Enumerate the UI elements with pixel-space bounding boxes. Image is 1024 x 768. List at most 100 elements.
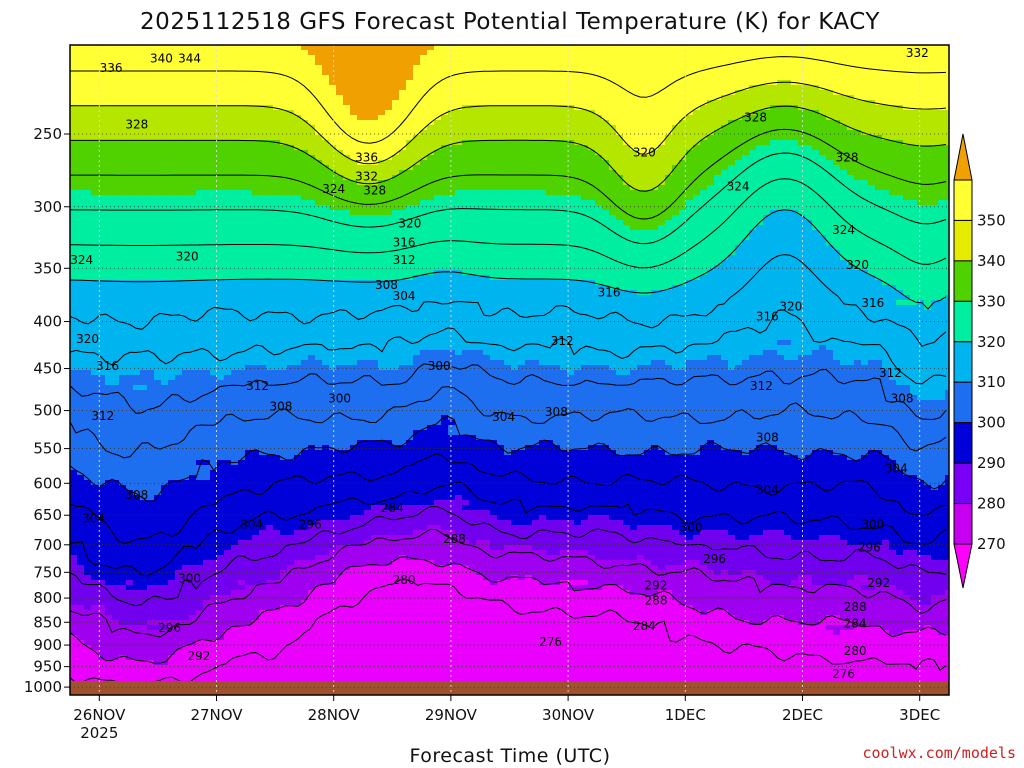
fill-cell [161,600,169,606]
fill-cell [301,110,309,116]
fill-cell [182,295,190,301]
fill-cell [245,265,253,271]
fill-cell [168,125,176,131]
fill-cell [147,465,155,471]
fill-cell [315,610,323,616]
fill-cell [273,80,281,86]
fill-cell [266,255,274,261]
fill-cell [273,280,281,286]
fill-cell [133,95,141,101]
fill-cell [175,510,183,516]
fill-cell [301,665,309,671]
fill-cell [315,635,323,641]
fill-cell [203,380,211,386]
fill-cell [119,305,127,311]
fill-cell [147,620,155,626]
fill-cell [196,480,204,486]
fill-cell [308,580,316,586]
fill-cell [196,380,204,386]
fill-cell [308,455,316,461]
fill-cell [154,300,162,306]
fill-cell [70,395,78,401]
fill-cell [168,145,176,151]
fill-cell [84,160,92,166]
fill-cell [126,255,134,261]
fill-cell [301,535,309,541]
fill-cell [231,570,239,576]
fill-cell [245,365,253,371]
fill-cell [245,85,253,91]
fill-cell [91,635,99,641]
fill-cell [119,665,127,671]
fill-cell [189,145,197,151]
fill-cell [301,90,309,96]
fill-cell [315,170,323,176]
fill-cell [280,630,288,636]
fill-cell [259,170,267,176]
fill-cell [77,60,85,66]
fill-cell [287,250,295,256]
fill-cell [105,465,113,471]
fill-cell [287,350,295,356]
fill-cell [105,510,113,516]
fill-cell [273,635,281,641]
fill-cell [231,545,239,551]
fill-cell [147,365,155,371]
fill-cell [301,655,309,661]
fill-cell [273,200,281,206]
fill-cell [189,470,197,476]
fill-cell [175,110,183,116]
fill-cell [112,350,120,356]
fill-cell [266,200,274,206]
fill-cell [287,200,295,206]
fill-cell [126,175,134,181]
fill-cell [133,45,141,51]
fill-cell [77,420,85,426]
fill-cell [105,155,113,161]
fill-cell [203,465,211,471]
fill-cell [301,605,309,611]
fill-cell [182,285,190,291]
fill-cell [245,480,253,486]
fill-cell [133,365,141,371]
fill-cell [133,580,141,586]
fill-cell [315,365,323,371]
fill-cell [231,615,239,621]
fill-cell [273,590,281,596]
fill-cell [105,440,113,446]
fill-cell [203,125,211,131]
fill-cell [294,220,302,226]
fill-cell [91,630,99,636]
fill-cell [287,510,295,516]
fill-cell [84,590,92,596]
fill-cell [336,260,344,266]
fill-cell [168,570,176,576]
fill-cell [308,130,316,136]
fill-cell [273,520,281,526]
fill-cell [77,655,85,661]
fill-cell [308,650,316,656]
fill-cell [294,170,302,176]
fill-cell [154,435,162,441]
fill-cell [189,150,197,156]
fill-cell [322,370,330,376]
fill-cell [238,500,246,506]
fill-cell [266,445,274,451]
fill-cell [315,430,323,436]
fill-cell [217,475,225,481]
fill-cell [308,610,316,616]
fill-cell [84,285,92,291]
fill-cell [273,440,281,446]
fill-cell [105,570,113,576]
fill-cell [91,135,99,141]
fill-cell [140,60,148,66]
fill-cell [196,365,204,371]
fill-cell [126,660,134,666]
fill-cell [301,355,309,361]
fill-cell [266,470,274,476]
fill-cell [140,565,148,571]
fill-cell [245,605,253,611]
fill-cell [294,385,302,391]
fill-cell [280,620,288,626]
